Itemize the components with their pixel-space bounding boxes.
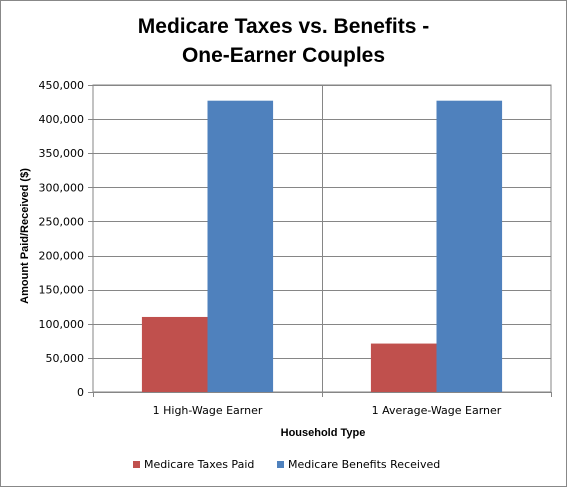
y-tick-label-4: 200,000 (39, 250, 85, 263)
y-tick-labels: 0 50,000 100,000 150,000 200,000 250,000 300,0… (39, 79, 85, 399)
bar-benefits-received-1 (436, 100, 503, 393)
legend-swatch-benefits-received (277, 461, 284, 468)
x-tick-label-1: 1 Average-Wage Earner (372, 404, 502, 417)
y-tick-label-6: 300,000 (39, 181, 85, 194)
bar-benefits-received-0 (207, 100, 274, 393)
chart-title: Medicare Taxes vs. Benefits - One-Earner… (0, 12, 567, 70)
y-tick-label-3: 150,000 (39, 284, 85, 297)
legend-label-benefits-received: Medicare Benefits Received (288, 458, 441, 471)
y-tick-label-5: 250,000 (39, 215, 85, 228)
y-axis-title: Amount Paid/Received ($) (19, 168, 31, 304)
y-tick-label-8: 400,000 (39, 113, 85, 126)
legend-swatch-taxes-paid (133, 461, 140, 468)
x-axis-title: Household Type (281, 427, 366, 439)
legend-item-benefits-received: Medicare Benefits Received (277, 458, 440, 471)
bar-taxes-paid-1 (370, 343, 437, 392)
y-tick-label-7: 350,000 (39, 147, 85, 160)
bar-taxes-paid-0 (141, 316, 208, 392)
y-tick-label-2: 100,000 (39, 318, 85, 331)
legend-label-taxes-paid: Medicare Taxes Paid (144, 458, 255, 471)
chart-title-line-2: One-Earner Couples (181, 44, 386, 67)
chart-title-line-1: Medicare Taxes vs. Benefits - (137, 15, 430, 38)
legend-item-taxes-paid: Medicare Taxes Paid (133, 458, 254, 471)
x-tick-labels: 1 High-Wage Earner 1 Average-Wage Earner (153, 404, 502, 417)
bars (141, 100, 503, 393)
y-tick-label-1: 50,000 (46, 352, 85, 365)
y-tick-label-0: 0 (77, 386, 84, 399)
y-tick-label-9: 450,000 (39, 79, 85, 92)
x-tick-label-0: 1 High-Wage Earner (153, 404, 263, 417)
